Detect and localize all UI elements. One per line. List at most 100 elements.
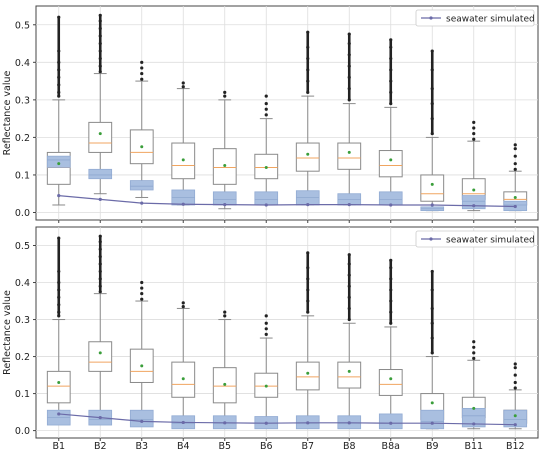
flier-point (181, 81, 185, 85)
seawater-point (472, 422, 476, 426)
mean-point (264, 384, 268, 388)
flier-point (223, 310, 227, 314)
box-white (88, 121, 113, 153)
box-white (46, 370, 71, 404)
seawater-point (389, 203, 393, 207)
flier-point (513, 147, 517, 151)
box-blue (503, 409, 528, 428)
mean-point (57, 162, 61, 166)
flier-point (223, 94, 227, 98)
box-white (378, 150, 403, 178)
plot-area (35, 226, 539, 439)
seawater-point (513, 204, 517, 209)
mean-point (347, 150, 351, 154)
flier-point (513, 143, 517, 147)
mean-point (347, 369, 351, 373)
seawater-point (306, 203, 310, 207)
flier-point (513, 380, 517, 385)
mean-point (513, 414, 517, 418)
seawater-point (264, 421, 268, 425)
seawater-point (347, 421, 351, 425)
seawater-point (264, 203, 268, 207)
mean-point (430, 182, 434, 186)
y-tick-label: 0.3 (15, 315, 30, 326)
seawater-line (58, 194, 516, 208)
y-tick-label: 0.2 (15, 133, 30, 144)
legend-marker (429, 16, 433, 20)
flier-point (140, 297, 144, 301)
seawater-point (140, 419, 144, 423)
flier-point (140, 66, 144, 70)
legend-label: seawater simulated (446, 15, 535, 25)
x-tick-label: B8a (382, 441, 400, 450)
seawater-point (513, 423, 517, 427)
box-white (420, 174, 445, 202)
flier-point (472, 126, 476, 130)
x-tick-label: B4 (177, 441, 190, 450)
flier-point (472, 340, 476, 344)
flier-point (223, 90, 227, 94)
box-blue (88, 168, 113, 180)
box-blue (254, 191, 279, 206)
seawater-point (140, 201, 144, 205)
flier-point (140, 280, 144, 285)
y-tick-label: 0.5 (15, 241, 30, 252)
y-tick-label: 0.4 (15, 278, 30, 289)
box-white (295, 361, 320, 391)
mean-point (140, 364, 144, 368)
seawater-point (389, 421, 393, 425)
flier-point (472, 356, 476, 361)
mean-point (430, 401, 434, 405)
mean-point (513, 195, 517, 199)
box-white (295, 142, 320, 172)
mean-point (181, 377, 185, 381)
seawater-point (98, 197, 102, 201)
seawater-point (472, 204, 476, 208)
box-blue (420, 409, 445, 430)
flier-point (513, 154, 517, 158)
y-tick-label: 0.0 (15, 426, 30, 437)
seawater-point (223, 203, 227, 207)
flier-point (140, 292, 144, 296)
flier-point (264, 327, 268, 331)
flier-point (181, 85, 185, 89)
x-tick-label: B3 (135, 441, 148, 450)
seawater-point (181, 420, 185, 425)
y-tick-label: 0.0 (15, 208, 30, 219)
box-blue (46, 155, 71, 168)
flier-point (223, 314, 227, 318)
legend-box (415, 230, 535, 248)
x-tick-label: B2 (94, 441, 107, 450)
chart-panel-2: 0.0 0.1 0.2 0.3 0.4 0.5 Reflectance value seawa… (2, 226, 539, 452)
y-axis-label: Reflectance value (2, 290, 13, 375)
legend-label: seawater simulated (446, 236, 535, 246)
y-tick-label: 0.1 (15, 389, 30, 400)
mean-point (140, 145, 144, 149)
x-tick-label: B6 (260, 441, 273, 450)
seawater-point (57, 193, 61, 198)
flier-point (140, 77, 144, 81)
x-tick-label: B1 (52, 441, 65, 450)
flier-point (513, 167, 517, 171)
legend-marker (429, 237, 433, 241)
mean-point (223, 164, 227, 168)
flier-point (264, 113, 268, 117)
x-tick-label: B8 (343, 441, 356, 450)
mean-point (98, 351, 102, 355)
flier-point (140, 286, 144, 290)
flier-point (264, 321, 268, 325)
flier-point (513, 362, 517, 366)
x-tick-label: B12 (506, 441, 525, 450)
plot-area (35, 5, 539, 221)
x-tick-label: B5 (218, 441, 231, 450)
seawater-point (347, 203, 351, 207)
flier-point (472, 345, 476, 349)
mean-point (98, 132, 102, 136)
mean-point (306, 371, 310, 375)
mean-point (306, 152, 310, 156)
mean-point (181, 158, 185, 162)
flier-point (264, 102, 268, 106)
seawater-point (430, 203, 434, 207)
